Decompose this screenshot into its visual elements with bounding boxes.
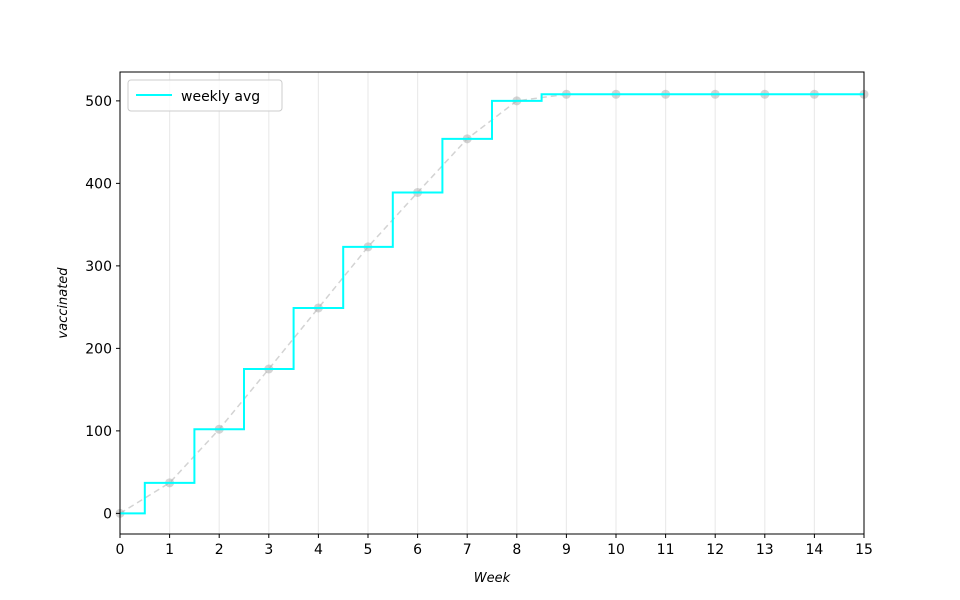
x-tick-label: 8 [512, 542, 521, 558]
y-tick-label: 100 [85, 424, 112, 440]
y-axis-label: vaccinated [56, 267, 71, 339]
y-tick-label: 0 [103, 506, 112, 522]
x-tick-label: 2 [215, 542, 224, 558]
x-ticks: 0 1 2 3 4 5 6 7 8 9 10 11 12 13 14 15 [116, 534, 873, 558]
step-series-line [120, 93, 864, 515]
x-axis-label: Week [474, 571, 511, 586]
x-tick-label: 9 [562, 542, 571, 558]
x-tick-label: 10 [607, 542, 625, 558]
step-series-layer [120, 93, 864, 515]
x-tick-label: 7 [463, 542, 472, 558]
x-tick-label: 1 [165, 542, 174, 558]
x-tick-label: 15 [855, 542, 873, 558]
y-tick-label: 300 [85, 259, 112, 275]
raw-series-layer [115, 89, 869, 518]
x-tick-label: 12 [706, 542, 724, 558]
legend-label: weekly avg [181, 89, 260, 105]
x-tick-label: 5 [364, 542, 373, 558]
plot-frame [119, 71, 865, 535]
x-tick-label: 6 [413, 542, 422, 558]
x-tick-label: 4 [314, 542, 323, 558]
legend-box [127, 79, 283, 112]
grid-layer [119, 72, 865, 534]
legend: weekly avg [127, 79, 283, 112]
y-tick-label: 200 [85, 341, 112, 357]
y-ticks: 0 100 200 300 400 500 [85, 94, 120, 522]
x-tick-label: 11 [657, 542, 675, 558]
x-tick-label: 13 [756, 542, 774, 558]
x-tick-label: 14 [805, 542, 823, 558]
x-tick-label: 0 [116, 542, 125, 558]
y-tick-label: 500 [85, 94, 112, 110]
raw-series-line [119, 93, 864, 515]
x-tick-label: 3 [264, 542, 273, 558]
y-tick-label: 400 [85, 176, 112, 192]
